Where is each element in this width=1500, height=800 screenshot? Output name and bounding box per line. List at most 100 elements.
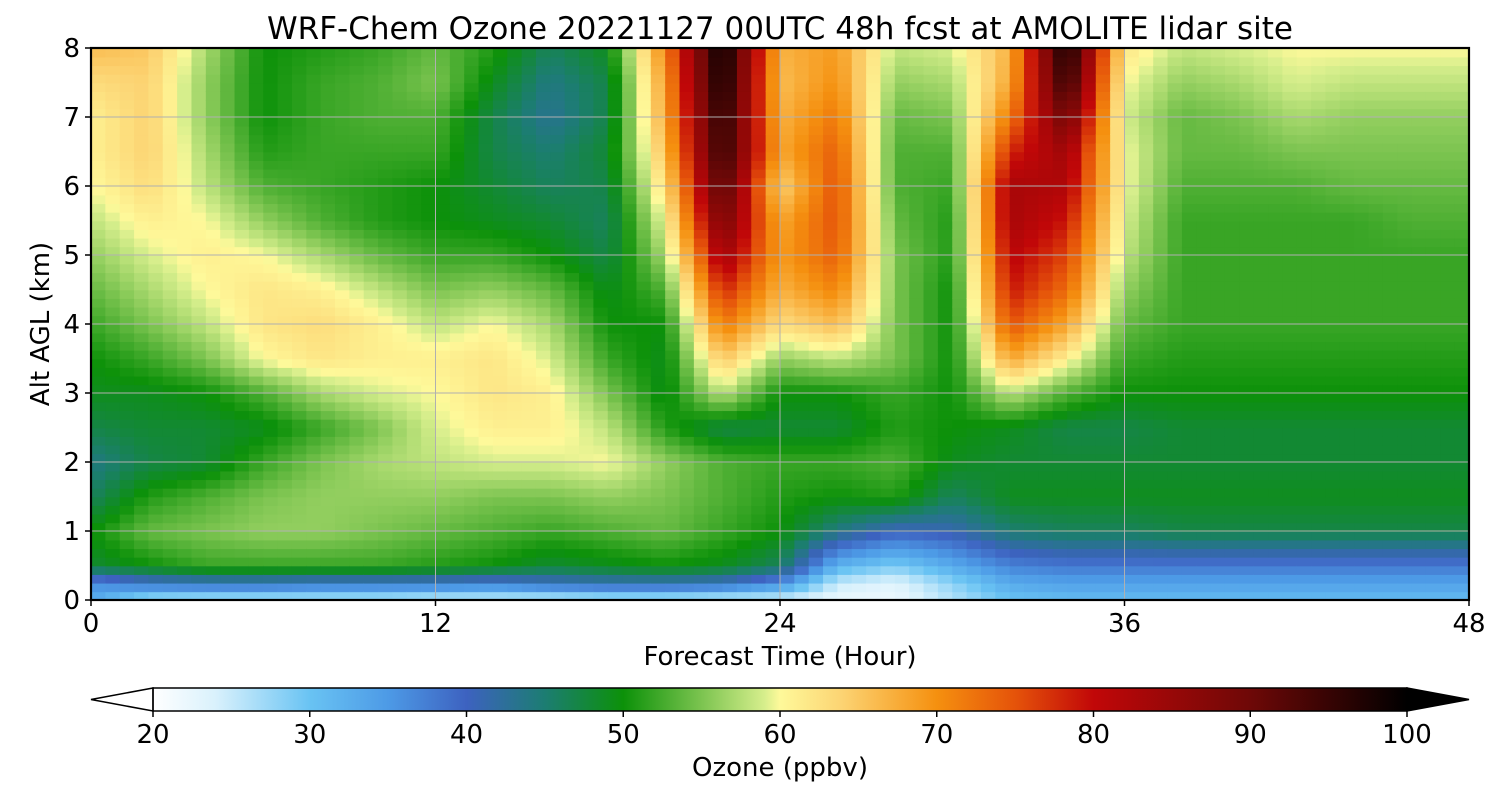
- heatmap-cell: [1038, 186, 1054, 196]
- heatmap-cell: [478, 125, 494, 136]
- heatmap-cell: [464, 496, 480, 506]
- heatmap-cell: [291, 548, 308, 558]
- heatmap-cell: [162, 427, 178, 437]
- heatmap-cell: [636, 168, 652, 179]
- heatmap-cell: [1024, 444, 1040, 455]
- heatmap-cell: [765, 142, 781, 153]
- heatmap-cell: [736, 410, 753, 420]
- heatmap-cell: [191, 229, 207, 239]
- heatmap-cell: [291, 453, 308, 463]
- heatmap-cell: [234, 531, 250, 541]
- heatmap-cell: [191, 384, 207, 394]
- heatmap-cell: [923, 427, 939, 437]
- heatmap-cell: [765, 505, 781, 515]
- heatmap-cell: [306, 444, 322, 455]
- heatmap-cell: [191, 539, 207, 550]
- heatmap-cell: [980, 272, 997, 282]
- heatmap-cell: [736, 142, 753, 153]
- heatmap-cell: [349, 496, 365, 506]
- heatmap-cell: [148, 82, 164, 92]
- heatmap-cell: [794, 522, 810, 532]
- heatmap-cell: [665, 134, 681, 144]
- heatmap-cell: [923, 73, 939, 84]
- heatmap-cell: [1067, 462, 1083, 472]
- heatmap-cell: [952, 246, 968, 256]
- heatmap-cell: [306, 332, 322, 343]
- heatmap-cell: [607, 324, 623, 334]
- heatmap-cell: [220, 65, 236, 75]
- heatmap-cell: [306, 48, 322, 58]
- heatmap-cell: [765, 220, 781, 230]
- heatmap-cell: [851, 349, 867, 360]
- heatmap-cell: [622, 117, 638, 127]
- heatmap-cell: [708, 186, 724, 196]
- heatmap-cell: [1052, 220, 1068, 230]
- heatmap-cell: [406, 582, 422, 593]
- heatmap-cell: [1153, 56, 1169, 67]
- heatmap-cell: [966, 522, 982, 532]
- heatmap-cell: [91, 332, 107, 343]
- heatmap-cell: [392, 401, 408, 412]
- heatmap-cell: [263, 194, 279, 205]
- heatmap-cell: [650, 151, 666, 161]
- heatmap-cell: [421, 255, 437, 265]
- heatmap-cell: [1024, 539, 1040, 550]
- heatmap-cell: [91, 211, 107, 222]
- heatmap-cell: [191, 358, 207, 368]
- heatmap-cell: [650, 263, 666, 274]
- heatmap-cell: [134, 73, 150, 84]
- heatmap-cell: [851, 367, 867, 377]
- heatmap-cell: [564, 48, 580, 58]
- heatmap-cell: [780, 444, 796, 455]
- heatmap-cell: [794, 462, 810, 472]
- heatmap-cell: [349, 375, 365, 386]
- heatmap-cell: [492, 531, 509, 541]
- heatmap-cell: [593, 246, 609, 256]
- heatmap-cell: [851, 186, 867, 196]
- heatmap-cell: [751, 470, 767, 481]
- heatmap-cell: [105, 48, 121, 58]
- heatmap-cell: [378, 487, 394, 498]
- heatmap-cell: [593, 82, 609, 92]
- heatmap-cell: [507, 444, 523, 455]
- heatmap-cell: [1081, 384, 1097, 394]
- heatmap-cell: [808, 151, 824, 161]
- heatmap-cell: [593, 436, 609, 446]
- heatmap-cell: [148, 324, 164, 334]
- heatmap-cell: [693, 255, 710, 265]
- heatmap-cell: [1167, 99, 1183, 110]
- heatmap-cell: [550, 470, 566, 481]
- heatmap-cell: [478, 186, 494, 196]
- heatmap-cell: [406, 168, 422, 179]
- heatmap-cell: [349, 487, 365, 498]
- heatmap-cell: [607, 539, 623, 550]
- heatmap-cell: [392, 315, 408, 325]
- heatmap-cell: [478, 220, 494, 230]
- heatmap-cell: [995, 358, 1011, 368]
- heatmap-cell: [1153, 453, 1169, 463]
- heatmap-cell: [579, 280, 595, 291]
- heatmap-cell: [607, 255, 623, 265]
- heatmap-cell: [191, 211, 207, 222]
- heatmap-cell: [966, 341, 982, 351]
- heatmap-cell: [1095, 574, 1111, 584]
- heatmap-cell: [550, 531, 566, 541]
- heatmap-cell: [579, 505, 595, 515]
- heatmap-cell: [306, 160, 322, 170]
- heatmap-cell: [1124, 263, 1140, 274]
- heatmap-cell: [191, 393, 207, 403]
- heatmap-cell: [478, 375, 494, 386]
- heatmap-cell: [392, 65, 408, 75]
- heatmap-cell: [966, 65, 982, 75]
- heatmap-cell: [808, 99, 824, 110]
- heatmap-cell: [220, 142, 236, 153]
- heatmap-cell: [306, 315, 322, 325]
- heatmap-cell: [449, 263, 465, 274]
- heatmap-cell: [837, 410, 853, 420]
- heatmap-cell: [1067, 306, 1083, 317]
- heatmap-cell: [449, 134, 465, 144]
- heatmap-cell: [162, 186, 178, 196]
- heatmap-cell: [1110, 108, 1126, 118]
- heatmap-cell: [1196, 349, 1212, 360]
- heatmap-cell: [263, 591, 279, 600]
